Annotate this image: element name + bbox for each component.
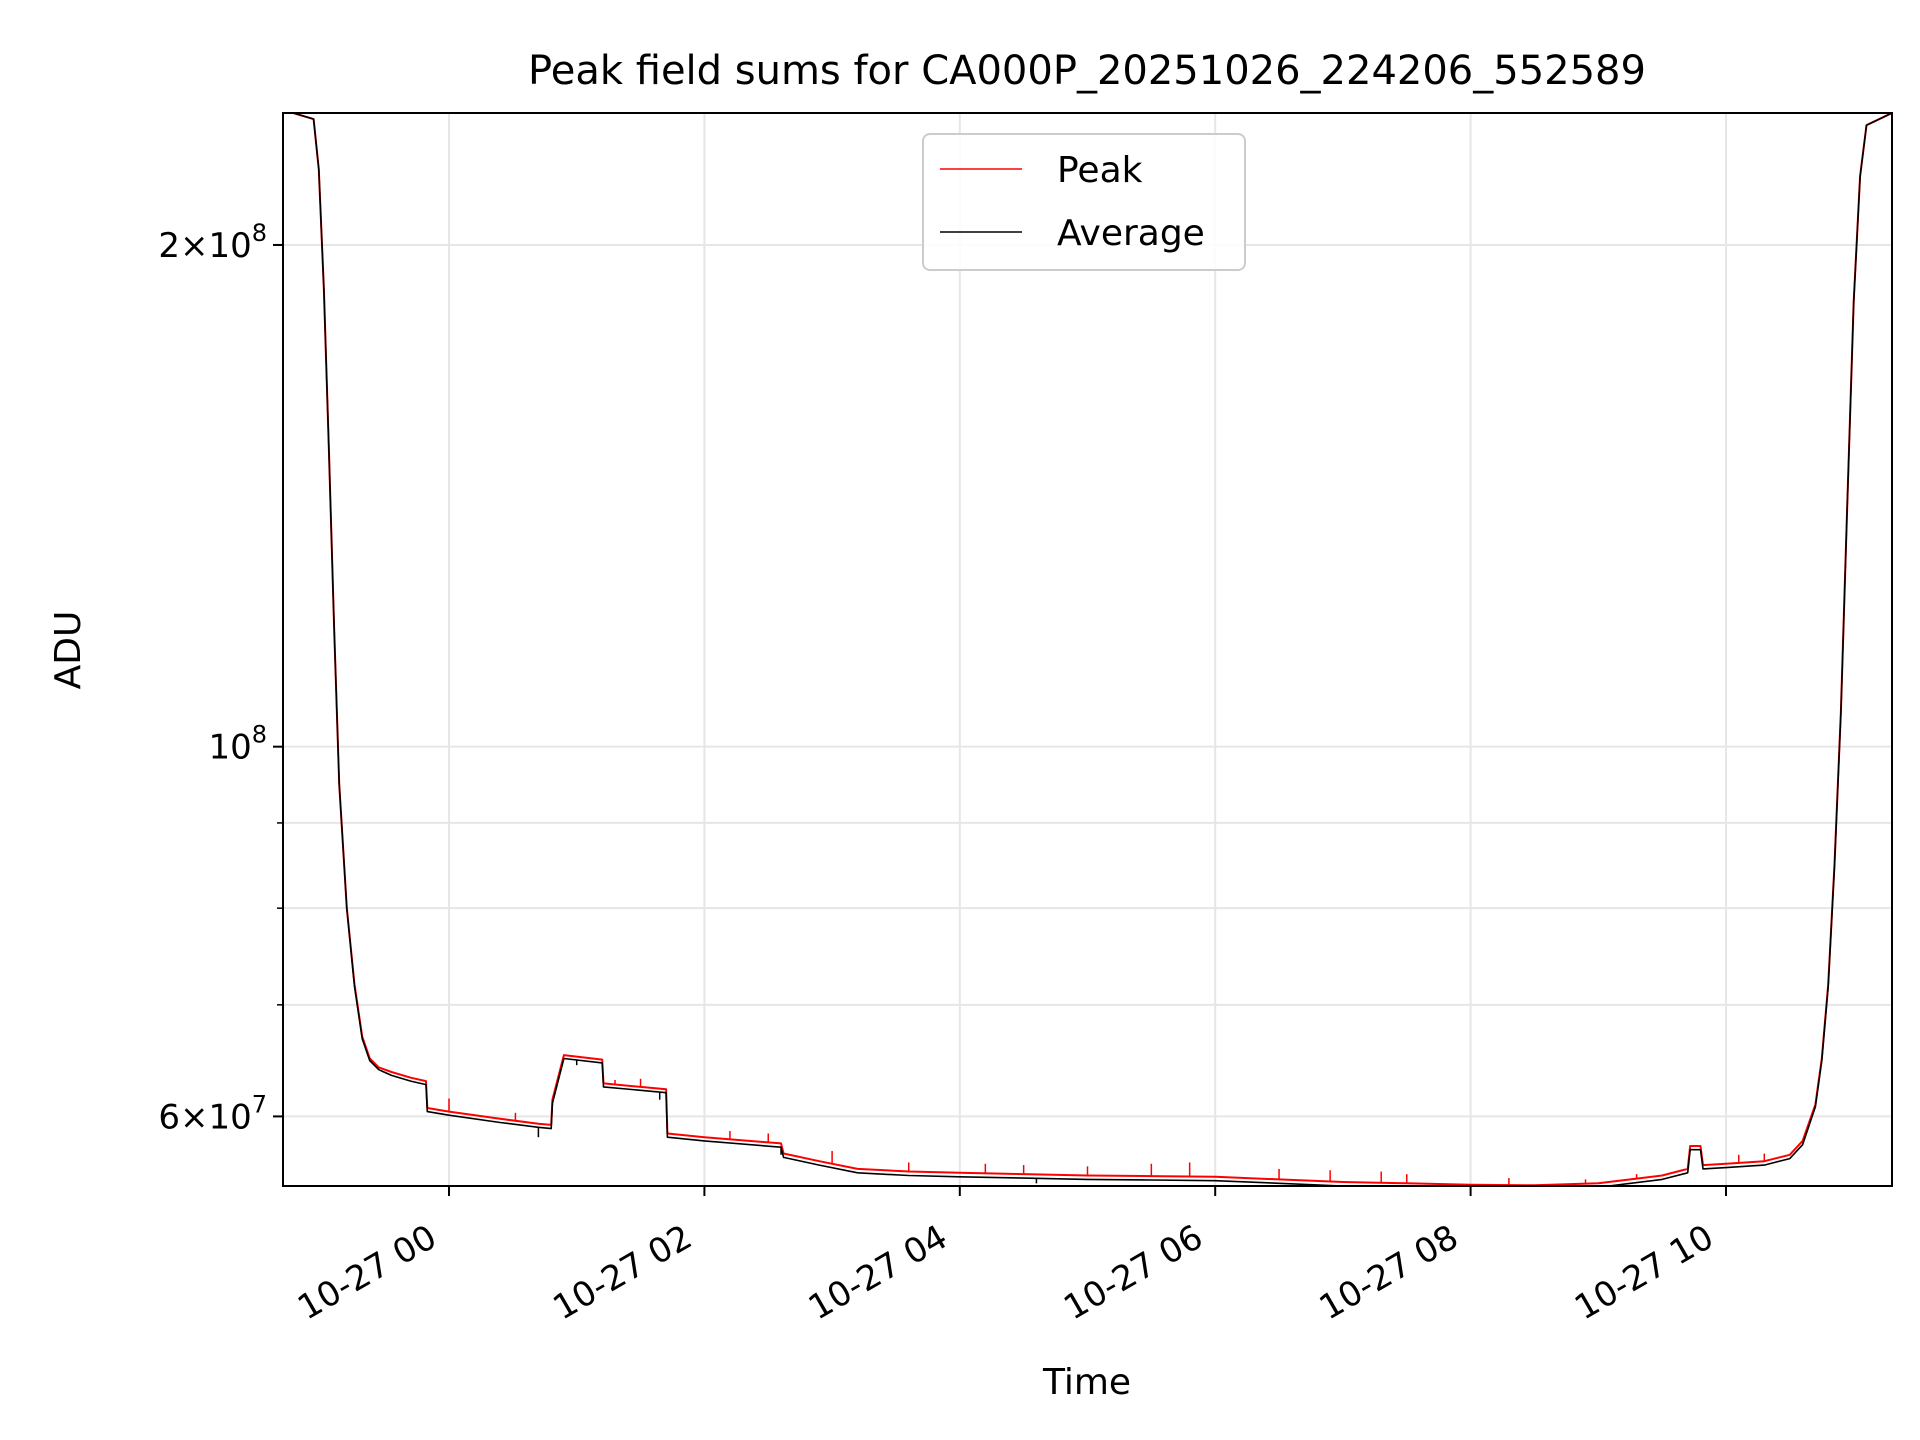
y-tick-label-2: 2×108 (158, 219, 267, 266)
legend: Peak Average (922, 133, 1246, 271)
y-axis-label: ADU (48, 611, 89, 690)
plot-lines (292, 113, 1892, 1186)
legend-box (922, 133, 1246, 271)
series-line-average (292, 113, 1892, 1186)
chart-title: Peak field sums for CA000P_20251026_2242… (528, 48, 1646, 94)
legend-average-label: Average (1057, 213, 1205, 254)
legend-peak-label: Peak (1057, 150, 1143, 191)
x-axis-label: Time (1042, 1362, 1131, 1403)
grid (283, 113, 1892, 1186)
y-tick-label-0: 6×107 (158, 1090, 267, 1137)
series-line-peak (292, 113, 1892, 1186)
plot-frame (282, 112, 1893, 1187)
y-axis-ticks: 6×107 108 2×108 (158, 219, 283, 1137)
y-tick-label-1: 108 (208, 721, 267, 768)
